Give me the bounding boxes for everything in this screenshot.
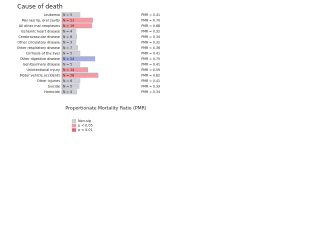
value-label: PMR = 0.34	[141, 90, 160, 94]
count-label: N = 7	[63, 46, 72, 50]
count-label: N = 5	[63, 13, 72, 17]
count-label: N = 6	[63, 35, 72, 39]
y-tick-label: Other digestive disease	[20, 57, 60, 61]
count-label: N = 5	[63, 62, 72, 66]
value-label: PMR = 0.75	[141, 57, 160, 61]
y-tick-label: Homicide	[44, 90, 60, 94]
y-tick-label: Genitourinary disease	[23, 62, 60, 66]
value-label: PMR = 0.68	[141, 24, 160, 28]
y-tick-label: Cirrhosis of the liver	[26, 51, 61, 55]
value-label: PMR = 0.32	[141, 40, 160, 44]
count-label: N = 4	[63, 29, 72, 33]
y-tick-label: Other respiratory disease	[17, 46, 60, 50]
legend-swatch	[71, 128, 77, 132]
y-tick-label: All other mal neoplasms	[19, 24, 60, 28]
value-label: PMR = 0.41	[141, 51, 160, 55]
count-label: N = 5	[63, 51, 72, 55]
count-label: N = 28	[63, 73, 74, 77]
y-tick-label: Motor vehicle accidents	[20, 73, 60, 77]
y-tick-label: Mal neo lip, oral cavity	[22, 18, 60, 22]
y-tick-label: Unintentional injury	[27, 68, 60, 72]
count-label: N = 14	[63, 68, 74, 72]
count-label: N = 24	[63, 57, 74, 61]
y-tick-label: Other circulatory disease	[17, 40, 60, 44]
legend-label: p < 0.05	[78, 124, 93, 128]
y-tick-label: Suicide	[48, 84, 60, 88]
value-label: PMR = 0.41	[141, 79, 160, 83]
value-label: PMR = 0.70	[141, 18, 160, 22]
legend-swatch	[71, 123, 77, 128]
x-axis-label: Proportionate Mortality Ratio (PMR)	[65, 106, 146, 112]
value-label: PMR = 0.41	[141, 13, 160, 17]
count-label: N = 5	[63, 84, 72, 88]
legend-label: p < 0.01	[78, 128, 93, 132]
value-label: PMR = 0.36	[141, 46, 160, 50]
legend-label: Non-sig	[78, 119, 91, 123]
count-label: N = 4	[63, 90, 72, 94]
count-label: N = 3	[63, 40, 72, 44]
y-tick-label: Leukemia	[44, 13, 60, 17]
chart: Cause of death Proportionate Mortality R…	[17, 4, 160, 133]
y-tick-label: Other injuries	[37, 79, 60, 83]
value-label: PMR = 0.59	[141, 68, 160, 72]
y-tick-label: Ischemic heart disease	[21, 29, 60, 33]
value-label: PMR = 0.82	[141, 73, 160, 77]
value-label: PMR = 0.34	[141, 35, 160, 39]
value-label: PMR = 0.41	[141, 62, 160, 66]
chart-title: Cause of death	[17, 4, 63, 11]
value-label: PMR = 0.39	[141, 84, 160, 88]
count-label: N = 6	[63, 79, 72, 83]
count-label: N = 21	[63, 18, 74, 22]
value-label: PMR = 0.32	[141, 29, 160, 33]
legend-swatch	[71, 119, 77, 123]
y-tick-label: Cerebrovascular disease	[18, 35, 60, 39]
count-label: N = 19	[63, 24, 74, 28]
